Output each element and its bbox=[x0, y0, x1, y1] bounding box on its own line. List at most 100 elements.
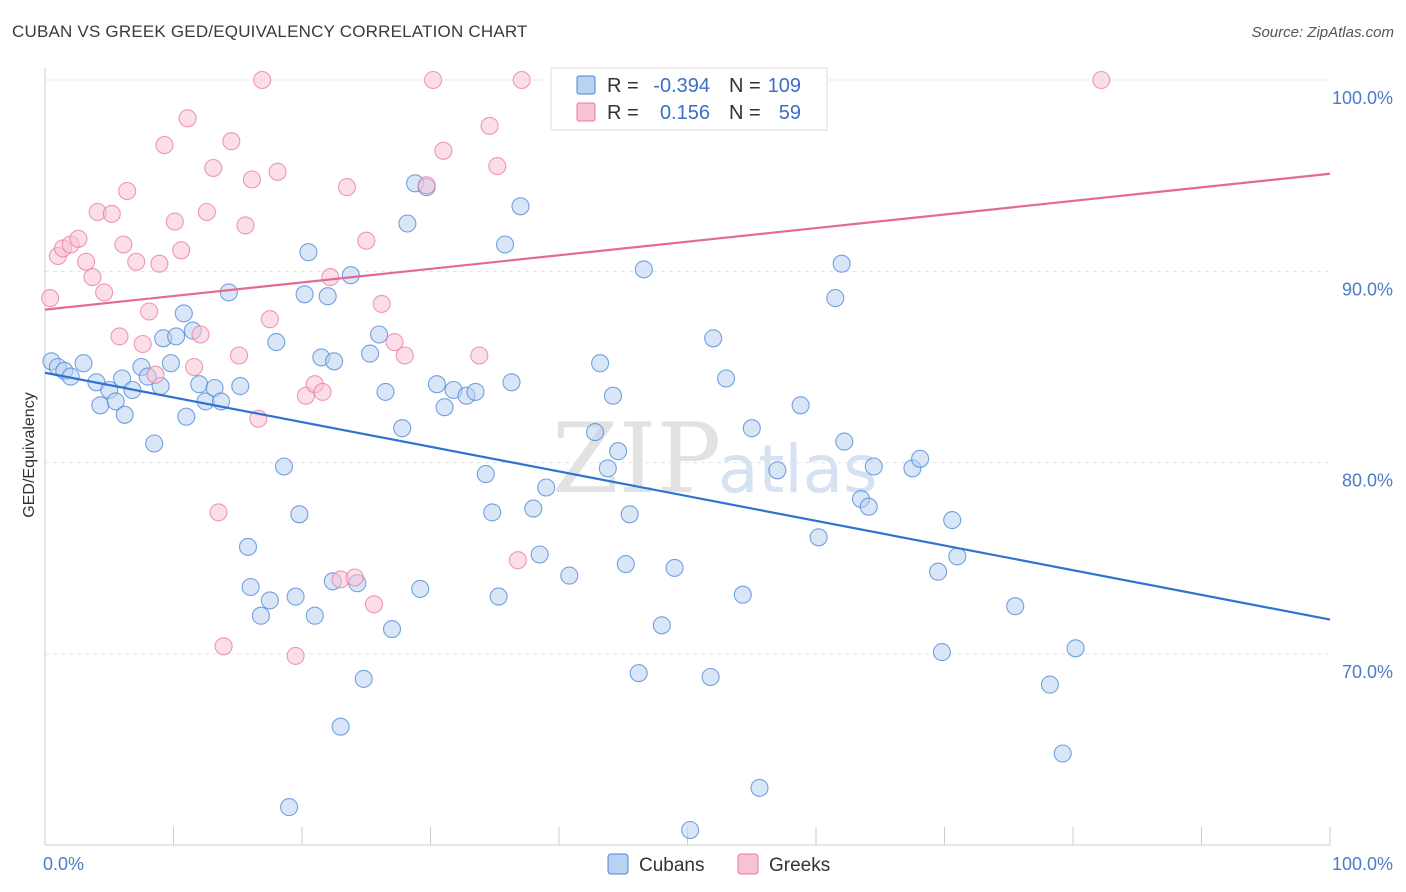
point-cubans bbox=[665, 558, 684, 577]
point-cubans bbox=[835, 432, 854, 451]
point-greeks bbox=[214, 637, 233, 656]
point-cubans bbox=[489, 587, 508, 606]
point-cubans bbox=[280, 798, 299, 817]
point-cubans bbox=[231, 377, 250, 396]
point-cubans bbox=[530, 545, 549, 564]
x-tick-label-right: 100.0% bbox=[1332, 854, 1393, 874]
point-cubans bbox=[832, 254, 851, 273]
point-cubans bbox=[616, 555, 635, 574]
point-cubans bbox=[537, 478, 556, 497]
point-cubans bbox=[305, 606, 324, 625]
point-cubans bbox=[161, 354, 180, 373]
point-greeks bbox=[172, 241, 191, 260]
point-cubans bbox=[106, 392, 125, 411]
point-greeks bbox=[434, 141, 453, 160]
bottom-legend-swatch-greeks bbox=[737, 853, 759, 875]
point-cubans bbox=[929, 562, 948, 581]
point-cubans bbox=[948, 547, 967, 566]
point-greeks bbox=[321, 268, 340, 287]
point-cubans bbox=[238, 537, 258, 556]
point-cubans bbox=[634, 260, 653, 279]
point-cubans bbox=[290, 505, 309, 524]
point-cubans bbox=[502, 373, 521, 392]
legend-box bbox=[550, 67, 828, 131]
point-cubans bbox=[620, 505, 639, 524]
point-cubans bbox=[717, 369, 736, 388]
point-cubans bbox=[318, 287, 337, 306]
point-cubans bbox=[361, 344, 380, 363]
point-cubans bbox=[932, 643, 951, 662]
point-greeks bbox=[178, 109, 197, 128]
point-greeks bbox=[191, 325, 210, 344]
point-greeks bbox=[260, 310, 279, 329]
point-greeks bbox=[185, 357, 204, 377]
point-cubans bbox=[1040, 675, 1059, 694]
point-cubans bbox=[286, 587, 305, 606]
point-greeks bbox=[102, 204, 121, 223]
point-cubans bbox=[629, 664, 648, 683]
point-greeks bbox=[337, 178, 357, 197]
point-cubans bbox=[167, 327, 186, 346]
point-cubans bbox=[1006, 597, 1025, 616]
point-cubans bbox=[483, 503, 502, 522]
trend-line-greeks bbox=[44, 172, 1331, 311]
point-cubans bbox=[241, 577, 260, 597]
point-cubans bbox=[591, 354, 610, 373]
point-cubans bbox=[435, 398, 454, 417]
point-greeks bbox=[242, 170, 261, 189]
point-cubans bbox=[609, 442, 628, 461]
point-greeks bbox=[114, 235, 133, 254]
point-cubans bbox=[174, 304, 193, 323]
point-greeks bbox=[110, 327, 129, 346]
point-cubans bbox=[681, 820, 700, 840]
point-greeks bbox=[204, 158, 223, 178]
point-cubans bbox=[733, 585, 752, 604]
legend: R = -0.394 N = 109 R = 0.156 N = 59 bbox=[550, 67, 828, 131]
point-greeks bbox=[372, 294, 391, 313]
point-greeks bbox=[209, 503, 228, 522]
bottom-legend-label-cubans: Cubans bbox=[639, 855, 705, 876]
point-cubans bbox=[260, 591, 279, 610]
legend-n-label-greeks: N = bbox=[729, 102, 761, 124]
point-cubans bbox=[1066, 639, 1085, 658]
point-greeks bbox=[95, 283, 114, 302]
point-cubans bbox=[411, 579, 430, 598]
chart-title: CUBAN VS GREEK GED/EQUIVALENCY CORRELATI… bbox=[12, 22, 528, 41]
trend-line-cubans bbox=[44, 371, 1331, 621]
point-cubans bbox=[466, 382, 485, 401]
point-greeks bbox=[197, 202, 216, 222]
point-greeks bbox=[155, 136, 174, 155]
point-greeks bbox=[229, 346, 249, 365]
axes bbox=[44, 68, 1331, 846]
source-label: Source: ZipAtlas.com bbox=[1251, 24, 1394, 41]
point-cubans bbox=[511, 197, 530, 216]
point-greeks bbox=[480, 116, 499, 135]
legend-r-value-greeks: 0.156 bbox=[660, 102, 710, 124]
point-cubans bbox=[768, 461, 787, 480]
legend-r-value-cubans: -0.394 bbox=[653, 75, 710, 97]
point-greeks bbox=[236, 216, 255, 235]
point-greeks bbox=[77, 252, 96, 271]
point-cubans bbox=[190, 375, 209, 394]
point-cubans bbox=[325, 352, 344, 371]
series-greeks bbox=[41, 70, 1111, 665]
point-cubans bbox=[476, 465, 495, 484]
point-greeks bbox=[286, 646, 305, 665]
point-cubans bbox=[219, 283, 238, 302]
point-greeks bbox=[470, 346, 489, 365]
point-cubans bbox=[115, 405, 134, 424]
point-cubans bbox=[398, 214, 417, 233]
point-greeks bbox=[253, 70, 272, 90]
y-tick-label-80: 80.0% bbox=[1342, 471, 1393, 491]
point-greeks bbox=[424, 70, 443, 90]
point-greeks bbox=[508, 551, 527, 570]
point-greeks bbox=[41, 289, 60, 308]
y-axis-label: GED/Equivalency bbox=[21, 392, 38, 517]
point-cubans bbox=[701, 667, 720, 687]
point-cubans bbox=[177, 407, 196, 426]
point-cubans bbox=[295, 285, 314, 304]
point-greeks bbox=[268, 162, 287, 181]
point-greeks bbox=[417, 176, 436, 195]
legend-swatch-cubans bbox=[576, 75, 596, 95]
point-cubans bbox=[251, 606, 270, 625]
